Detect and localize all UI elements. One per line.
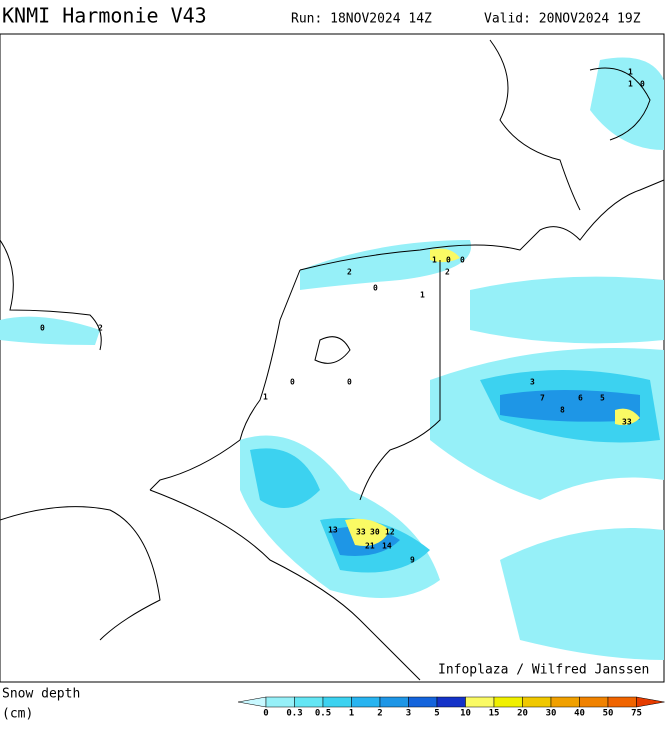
colorbar-label: 1	[349, 709, 354, 719]
map-value: 8	[560, 406, 565, 415]
map-value: 3	[530, 378, 535, 387]
title: KNMI Harmonie V43	[2, 4, 207, 28]
run-time: Run: 18NOV2024 14Z	[291, 12, 432, 27]
colorbar-label: 0.3	[286, 709, 302, 719]
colorbar-label: 2	[377, 709, 382, 719]
map-value: 6	[578, 394, 583, 403]
colorbar-segment	[408, 696, 438, 708]
legend-title: Snow depth	[2, 687, 80, 702]
map-value: 13	[328, 526, 338, 535]
map-value: 2	[445, 268, 450, 277]
credit: Infoplaza / Wilfred Janssen	[438, 663, 649, 678]
map-value: 21	[365, 542, 375, 551]
colorbar-segment	[465, 696, 495, 708]
map: 1 0 2 0 0 1 1 0 0 2 3 7 8 6 5 13 33 30 1…	[0, 33, 665, 683]
map-value: 30	[370, 528, 380, 537]
colorbar-label: 3	[406, 709, 411, 719]
colorbar-label: 5	[434, 709, 439, 719]
colorbar-segment	[351, 696, 381, 708]
map-value: 0	[460, 256, 465, 265]
map-value: 0	[347, 378, 352, 387]
colorbar-label: 40	[574, 709, 585, 719]
map-value: 1	[628, 68, 633, 77]
map-value: 1	[263, 393, 268, 402]
map-value: 1	[432, 256, 437, 265]
colorbar-label: 10	[460, 709, 471, 719]
map-value: 9	[410, 556, 415, 565]
map-value: 12	[385, 528, 395, 537]
map-value: 33	[622, 418, 632, 427]
map-value: 33	[356, 528, 366, 537]
colorbar-segment	[579, 696, 609, 708]
colorbar-label: 50	[603, 709, 614, 719]
colorbar-segment	[322, 696, 352, 708]
map-value: 14	[382, 542, 392, 551]
colorbar: 0 0.3 0.5 1 2 3 5 10 15 20 30 40 50 75	[237, 696, 665, 719]
colorbar-label: 75	[631, 709, 642, 719]
map-value: 0	[446, 256, 451, 265]
map-value: 2	[98, 324, 103, 333]
coastlines	[0, 39, 665, 681]
map-values: 1 0 2 0 0 1 1 0 0 2 3 7 8 6 5 13 33 30 1…	[40, 68, 645, 565]
colorbar-segment	[294, 696, 324, 708]
colorbar-label: 15	[489, 709, 500, 719]
colorbar-arrow	[636, 696, 665, 708]
colorbar-arrow	[237, 696, 267, 708]
colorbar-segment	[493, 696, 523, 708]
colorbar-segment	[379, 696, 409, 708]
colorbar-segment	[265, 696, 295, 708]
colorbar-segment	[436, 696, 466, 708]
map-value: 0	[373, 284, 378, 293]
map-value: 7	[540, 394, 545, 403]
colorbar-label: 0	[263, 709, 268, 719]
map-value: 0	[640, 80, 645, 89]
map-value: 1	[628, 80, 633, 89]
map-value: 2	[347, 268, 352, 277]
colorbar-label: 0.5	[315, 709, 331, 719]
valid-time: Valid: 20NOV2024 19Z	[484, 12, 641, 27]
colorbar-label: 30	[546, 709, 557, 719]
colorbar-segment	[522, 696, 552, 708]
map-value: 5	[600, 394, 605, 403]
legend-unit: (cm)	[2, 707, 33, 722]
precip-areas	[0, 57, 664, 660]
map-value: 0	[40, 324, 45, 333]
colorbar-segment	[550, 696, 580, 708]
map-value: 1	[420, 291, 425, 300]
map-value: 0	[290, 378, 295, 387]
colorbar-segment	[607, 696, 637, 708]
colorbar-label: 20	[517, 709, 528, 719]
